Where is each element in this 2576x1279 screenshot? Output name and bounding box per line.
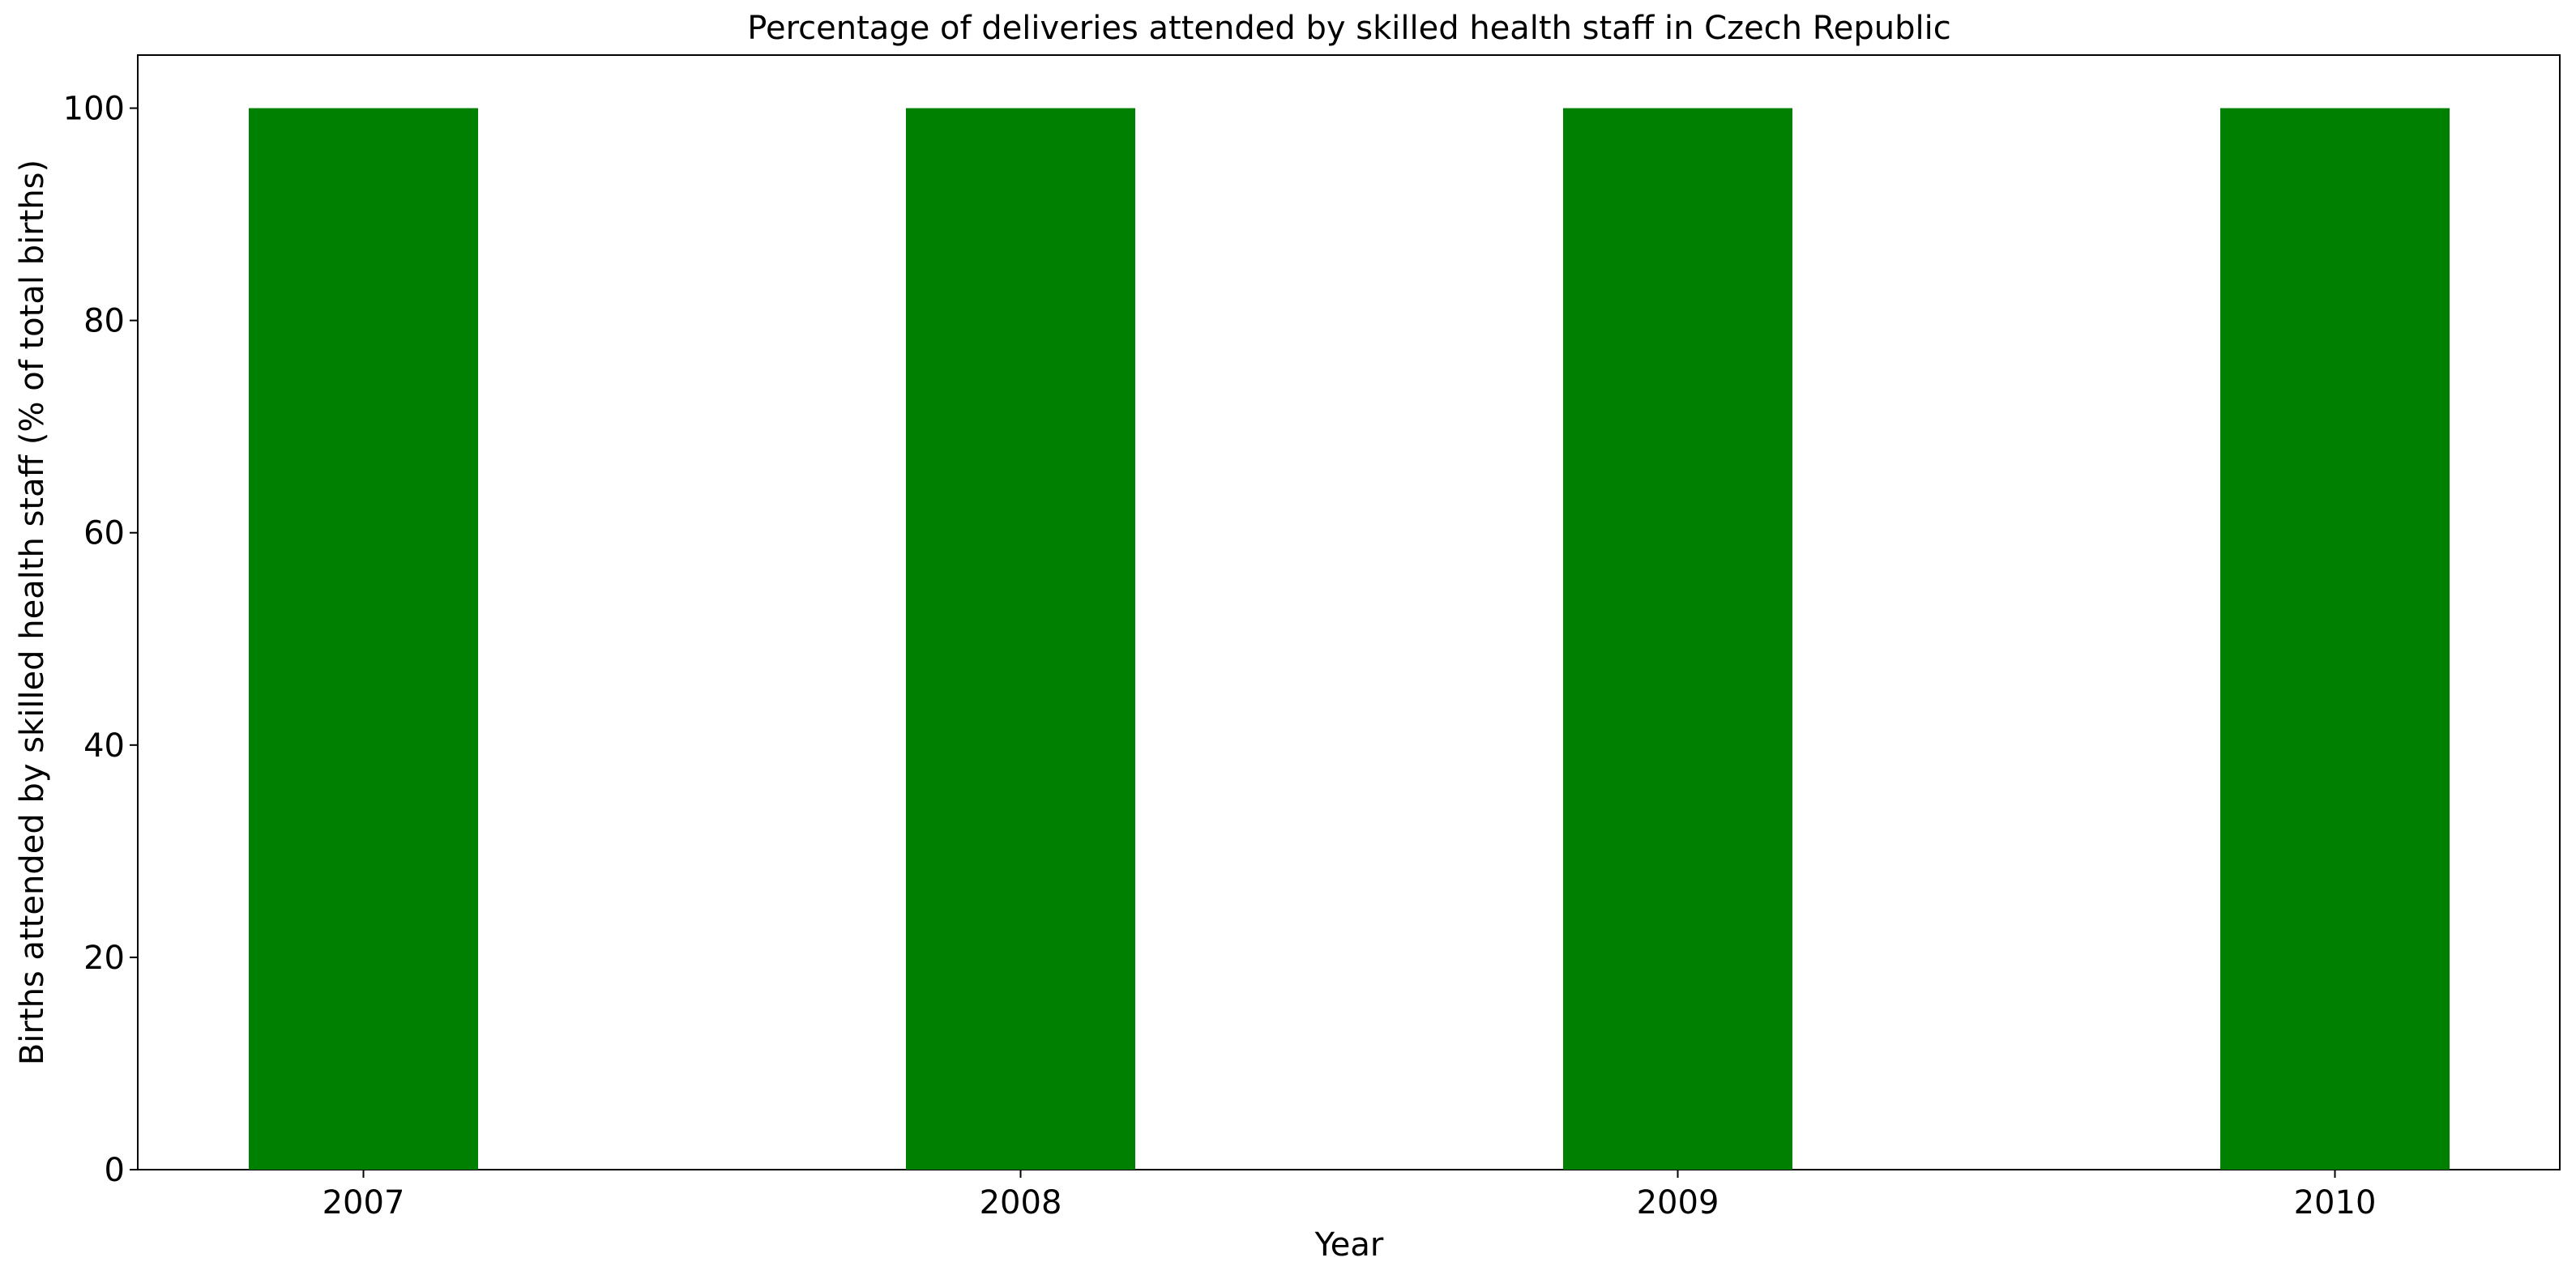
x-tick-label-2010: 2010 xyxy=(2294,1184,2377,1221)
bar-2007 xyxy=(249,108,478,1170)
bar-2008 xyxy=(906,108,1135,1170)
y-axis-ticks: 0 20 40 60 80 100 xyxy=(63,91,138,1189)
x-axis-ticks: 2007 2008 2009 2010 xyxy=(323,1170,2377,1221)
chart-title: Percentage of deliveries attended by ski… xyxy=(747,10,1950,47)
y-tick-label-80: 80 xyxy=(83,303,125,340)
plot-frame xyxy=(137,54,2561,1170)
x-tick-label-2009: 2009 xyxy=(1637,1184,1719,1221)
y-axis-label: Births attended by skilled health staff … xyxy=(14,160,51,1065)
y-tick-label-0: 0 xyxy=(105,1152,125,1189)
bars-layer xyxy=(249,108,2450,1170)
y-tick-label-60: 60 xyxy=(83,515,125,552)
y-tick-label-20: 20 xyxy=(83,940,125,977)
bar-2010 xyxy=(2220,108,2450,1170)
bar-2009 xyxy=(1563,108,1792,1170)
x-tick-label-2008: 2008 xyxy=(980,1184,1062,1221)
y-tick-label-100: 100 xyxy=(63,91,125,128)
y-tick-label-40: 40 xyxy=(83,727,125,765)
x-tick-label-2007: 2007 xyxy=(323,1184,405,1221)
x-axis-label: Year xyxy=(1314,1226,1384,1264)
